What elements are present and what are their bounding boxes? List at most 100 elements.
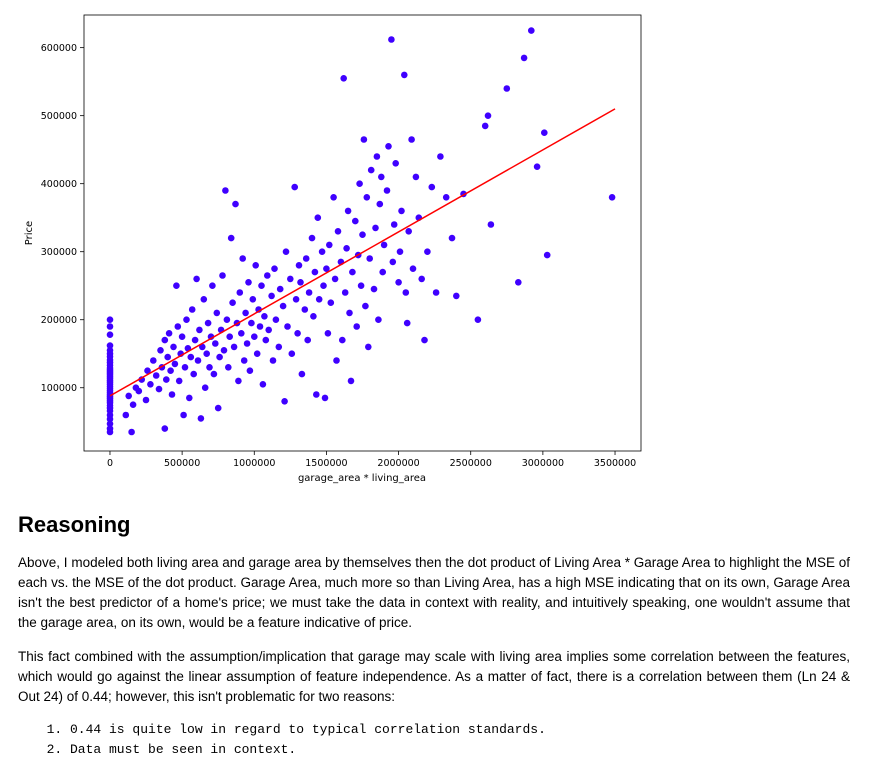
data-point-71	[188, 306, 196, 313]
data-point-208	[412, 173, 420, 181]
data-point-116	[253, 350, 261, 358]
data-point-137	[291, 183, 299, 191]
data-point-131	[279, 302, 287, 310]
data-point-127	[271, 265, 278, 273]
data-point-130	[276, 285, 284, 293]
y-tick-label-1: 200000	[41, 315, 77, 326]
data-point-58	[170, 343, 177, 351]
data-point-154	[320, 282, 327, 290]
x-tick-label-2: 1000000	[233, 458, 275, 469]
data-point-177	[357, 282, 365, 290]
x-tick-label-0: 0	[107, 458, 113, 469]
data-point-217	[448, 234, 456, 242]
data-point-171	[347, 377, 355, 385]
x-tick-label-6: 3000000	[522, 458, 564, 469]
data-point-114	[251, 333, 258, 341]
data-point-143	[301, 306, 309, 313]
data-point-195	[388, 36, 395, 43]
data-point-51	[161, 336, 169, 344]
data-point-188	[375, 316, 382, 324]
data-point-86	[210, 370, 218, 378]
data-point-70	[187, 353, 195, 361]
data-point-148	[310, 313, 317, 320]
y-tick-label-5: 600000	[41, 43, 77, 54]
data-point-115	[252, 262, 259, 269]
data-point-95	[223, 316, 231, 324]
reason-item-1: 0.44 is quite low in regard to typical c…	[70, 720, 546, 740]
data-point-135	[287, 275, 294, 283]
y-tick-label-4: 500000	[41, 111, 77, 122]
data-point-64	[178, 333, 186, 341]
data-point-94	[222, 187, 229, 194]
data-point-113	[249, 296, 257, 303]
data-point-121	[261, 313, 268, 320]
data-point-101	[232, 200, 239, 208]
data-point-38	[125, 392, 132, 400]
data-point-199	[395, 279, 402, 286]
data-point-220	[474, 316, 482, 324]
reasoning-heading: Reasoning	[18, 512, 131, 537]
data-point-153	[318, 248, 326, 255]
data-point-82	[204, 319, 212, 327]
data-point-60	[173, 282, 180, 290]
x-tick-label-5: 2500000	[450, 458, 492, 469]
data-point-174	[353, 323, 361, 330]
data-point-97	[226, 333, 233, 341]
plot-frame	[83, 14, 642, 452]
data-point-62	[175, 377, 183, 385]
y-axis-label: Price	[24, 221, 35, 245]
data-point-3	[106, 342, 114, 349]
data-point-191	[379, 268, 387, 276]
data-point-48	[155, 385, 163, 393]
x-tick-label-4: 2000000	[377, 458, 419, 469]
data-point-128	[272, 316, 280, 324]
data-point-78	[199, 343, 206, 351]
data-point-165	[339, 336, 346, 344]
data-point-93	[220, 347, 228, 354]
data-point-123	[264, 272, 271, 279]
data-point-120	[259, 381, 267, 388]
data-point-231	[608, 194, 616, 201]
data-point-140	[295, 262, 303, 269]
data-point-111	[246, 367, 254, 375]
data-point-201	[398, 207, 405, 215]
data-point-221	[481, 122, 489, 130]
data-point-81	[203, 350, 210, 358]
data-point-215	[437, 153, 444, 160]
data-point-211	[421, 336, 428, 344]
data-point-83	[206, 364, 213, 371]
data-point-132	[281, 398, 288, 405]
data-point-118	[256, 323, 264, 330]
data-point-47	[152, 372, 160, 379]
x-axis-label: garage_area * living_area	[298, 473, 426, 484]
data-point-169	[344, 207, 352, 215]
data-point-198	[392, 160, 400, 167]
data-point-159	[327, 299, 335, 307]
data-point-150	[313, 391, 320, 398]
data-point-41	[135, 387, 143, 395]
data-point-178	[359, 231, 366, 238]
x-tick-label-3: 1500000	[305, 458, 347, 469]
data-point-145	[304, 336, 312, 344]
data-point-152	[315, 296, 323, 303]
reasoning-paragraph-2: This fact combined with the assumption/i…	[18, 649, 850, 704]
data-point-37	[122, 411, 130, 419]
data-point-151	[314, 214, 322, 221]
data-point-96	[225, 364, 232, 371]
data-point-186	[372, 224, 379, 232]
data-point-103	[235, 377, 242, 385]
data-point-39	[129, 401, 137, 409]
data-point-33	[106, 420, 114, 428]
data-point-197	[390, 221, 398, 228]
data-point-90	[216, 353, 223, 361]
data-point-133	[282, 248, 290, 255]
data-point-196	[389, 258, 397, 266]
data-point-66	[181, 364, 189, 371]
points-layer	[106, 27, 616, 436]
data-point-54	[164, 353, 171, 361]
data-point-216	[442, 194, 450, 201]
data-point-173	[352, 217, 359, 225]
data-point-126	[269, 357, 277, 364]
data-point-210	[418, 275, 426, 283]
data-point-72	[190, 370, 197, 378]
